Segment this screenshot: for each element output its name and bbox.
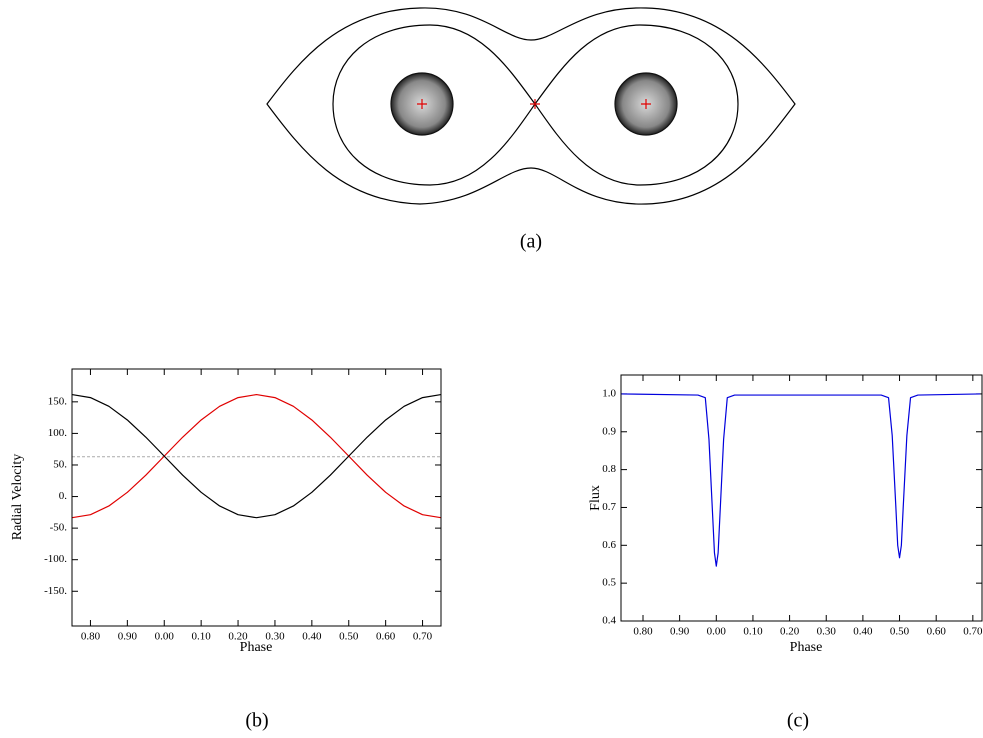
y-tick-label: 100. — [48, 427, 68, 439]
y-tick-label: -50. — [50, 522, 68, 534]
line — [71, 393, 442, 519]
center-markers — [417, 99, 651, 109]
y-tick-label: 0.5 — [602, 577, 616, 589]
outer-contour — [266, 7, 796, 205]
y-tick-label: 0.8 — [602, 463, 616, 475]
x-tick-label: 0.70 — [413, 631, 433, 643]
y-tick-label: -150. — [44, 585, 67, 597]
x-tick-label: 0.80 — [81, 631, 101, 643]
x-tick-label: 0.80 — [633, 626, 653, 638]
y-axis-label: Flux — [588, 485, 603, 511]
y-tick-label: 0.7 — [602, 501, 616, 513]
y-tick-label: 0.9 — [602, 425, 616, 437]
left-lobe — [332, 24, 536, 186]
roche-diagram — [266, 7, 796, 205]
y-tick-label: 0.4 — [602, 615, 616, 627]
x-tick-label: 0.10 — [743, 626, 763, 638]
y-tick-label: 150. — [48, 395, 68, 407]
x-tick-label: 0.10 — [192, 631, 212, 643]
x-tick-label: 0.20 — [780, 626, 800, 638]
x-tick-label: 0.30 — [265, 631, 285, 643]
x-tick-label: 0.60 — [927, 626, 947, 638]
x-tick-label: 0.60 — [376, 631, 396, 643]
y-tick-label: -100. — [44, 553, 67, 565]
line — [71, 393, 442, 519]
y-tick-label: 50. — [53, 459, 67, 471]
right-lobe — [534, 24, 739, 186]
y-tick-label: 0.6 — [602, 539, 616, 551]
caption: (c) — [787, 710, 809, 732]
x-tick-label: 0.40 — [853, 626, 873, 638]
x-tick-label: 0.90 — [670, 626, 690, 638]
caption: (b) — [245, 710, 268, 732]
plot-frame — [620, 374, 983, 622]
plot-frame — [71, 368, 442, 627]
x-tick-label: 0.90 — [118, 631, 138, 643]
x-tick-label: 0.30 — [817, 626, 837, 638]
x-tick-label: 0.20 — [228, 631, 248, 643]
caption: (a) — [520, 231, 542, 253]
line — [620, 393, 981, 567]
x-tick-label: 0.40 — [302, 631, 322, 643]
x-tick-label: 0.00 — [155, 631, 175, 643]
x-tick-label: 0.70 — [963, 626, 983, 638]
y-tick-label: 0. — [59, 490, 68, 502]
y-axis-label: Radial Velocity — [10, 454, 25, 540]
y-tick-label: 1.0 — [602, 387, 616, 399]
x-tick-label: 0.50 — [890, 626, 910, 638]
x-axis-label: Phase — [240, 640, 273, 655]
x-tick-label: 0.50 — [339, 631, 359, 643]
x-axis-label: Phase — [790, 640, 823, 655]
x-tick-label: 0.00 — [707, 626, 727, 638]
